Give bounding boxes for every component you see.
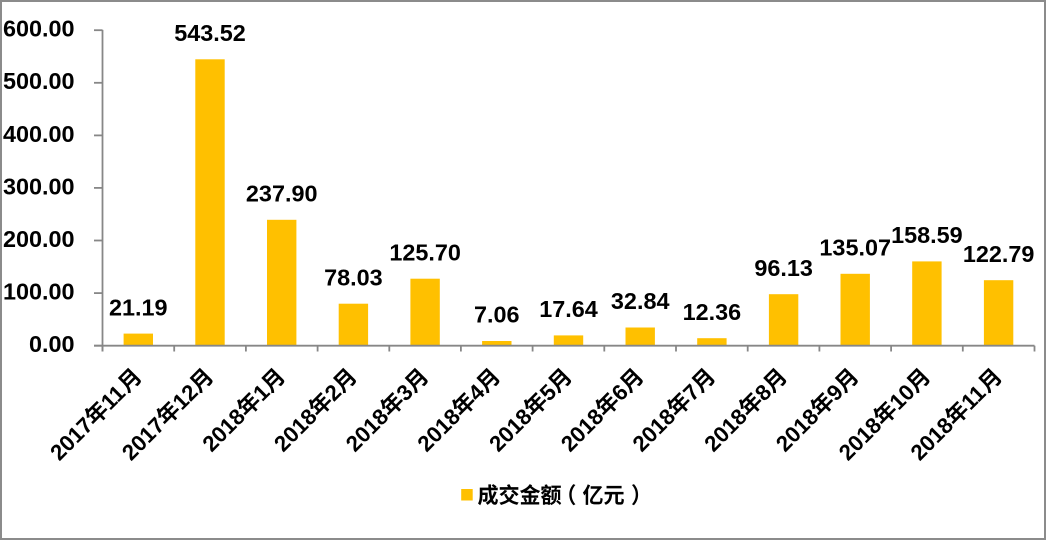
svg-text:158.59: 158.59: [891, 222, 963, 248]
svg-text:96.13: 96.13: [754, 255, 813, 281]
svg-text:200.00: 200.00: [3, 226, 75, 252]
svg-text:78.03: 78.03: [324, 264, 383, 290]
svg-text:300.00: 300.00: [3, 173, 75, 199]
svg-text:237.90: 237.90: [246, 181, 318, 207]
svg-text:7.06: 7.06: [474, 302, 520, 328]
svg-text:12.36: 12.36: [683, 299, 742, 325]
svg-text:400.00: 400.00: [3, 121, 75, 147]
svg-text:21.19: 21.19: [109, 294, 168, 320]
svg-text:122.79: 122.79: [963, 241, 1035, 267]
svg-text:135.07: 135.07: [819, 235, 891, 261]
svg-text:500.00: 500.00: [3, 68, 75, 94]
svg-text:17.64: 17.64: [539, 296, 598, 322]
svg-text:0.00: 0.00: [29, 331, 75, 357]
svg-text:600.00: 600.00: [3, 16, 75, 42]
svg-text:32.84: 32.84: [611, 288, 670, 314]
svg-text:125.70: 125.70: [389, 239, 461, 265]
svg-text:100.00: 100.00: [3, 279, 75, 305]
svg-text:543.52: 543.52: [174, 20, 246, 46]
